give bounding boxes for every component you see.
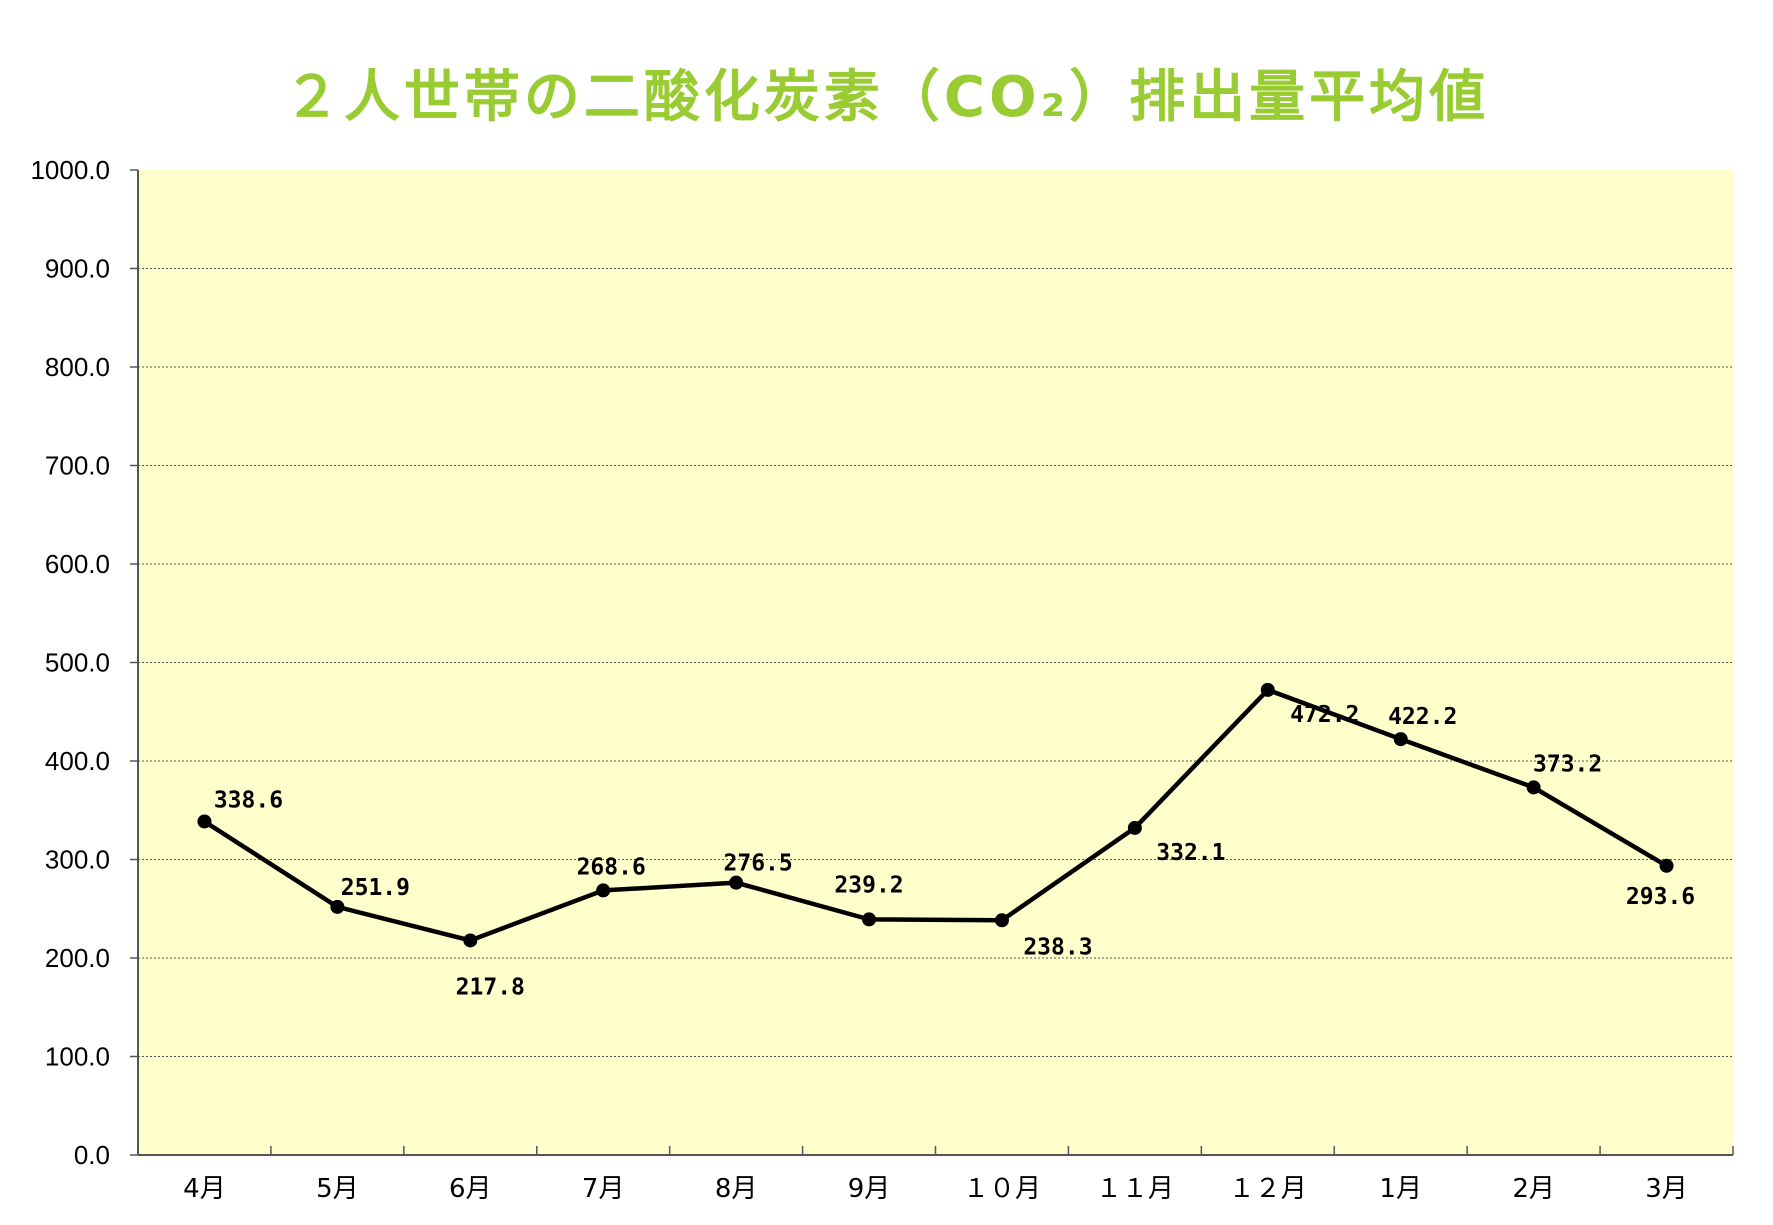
data-point <box>994 913 1009 928</box>
x-tick-label: 4月 <box>183 1174 226 1204</box>
x-tick-label: １２月 <box>1229 1174 1307 1204</box>
data-label: 472.2 <box>1290 702 1359 728</box>
y-tick-label: 600.0 <box>45 549 110 579</box>
data-point <box>596 883 611 898</box>
x-tick-label: 7月 <box>582 1174 625 1204</box>
data-point <box>1127 820 1142 835</box>
y-tick-label: 0.0 <box>74 1140 110 1170</box>
data-label: 276.5 <box>724 851 793 877</box>
y-tick-label: 800.0 <box>45 352 110 382</box>
y-tick-label: 900.0 <box>45 254 110 284</box>
data-labels: 338.6 251.9 217.8 268.6 276.5 239.2 238.3 332.1… <box>214 702 1695 1001</box>
data-label: 268.6 <box>577 854 646 880</box>
axes <box>137 170 1734 1156</box>
y-tick-label: 500.0 <box>45 648 110 678</box>
data-label: 239.2 <box>834 872 903 898</box>
x-axis-tick-labels: 4月 5月 6月 7月 8月 9月 １０月 １１月 １２月 1月 2月 3月 <box>183 1174 1688 1204</box>
x-tick-label: 5月 <box>316 1174 359 1204</box>
data-point <box>1393 732 1408 747</box>
data-label: 422.2 <box>1388 704 1457 730</box>
data-label: 338.6 <box>214 787 283 813</box>
data-label: 238.3 <box>1023 934 1092 960</box>
y-tick-label: 700.0 <box>45 451 110 481</box>
x-tick-label: 2月 <box>1512 1174 1555 1204</box>
data-point <box>729 875 744 890</box>
y-tick-label: 100.0 <box>45 1042 110 1072</box>
y-tick-label: 400.0 <box>45 746 110 776</box>
x-tick-label: 8月 <box>715 1174 758 1204</box>
series <box>197 682 1674 948</box>
x-tick-label: 6月 <box>449 1174 492 1204</box>
data-point <box>197 814 212 829</box>
data-point <box>1260 682 1275 697</box>
data-point <box>330 899 345 914</box>
data-label: 332.1 <box>1156 840 1225 866</box>
data-point <box>862 912 877 927</box>
data-label: 293.6 <box>1626 884 1695 910</box>
data-label: 251.9 <box>341 875 410 901</box>
chart-title: ２人世帯の二酸化炭素（CO₂）排出量平均値 <box>283 65 1490 130</box>
x-tick-label: 9月 <box>848 1174 891 1204</box>
data-label: 217.8 <box>456 974 525 1000</box>
x-tick-label: １１月 <box>1096 1174 1174 1204</box>
y-axis-tick-labels: 0.0 100.0 200.0 300.0 400.0 500.0 600.0 700.0 80… <box>30 155 110 1170</box>
data-point <box>1526 780 1541 795</box>
y-tick-label: 1000.0 <box>30 155 110 185</box>
x-tick-label: １０月 <box>963 1174 1041 1204</box>
series-line <box>203 687 1668 943</box>
data-point <box>1659 858 1674 873</box>
data-point <box>463 933 478 948</box>
y-tick-label: 200.0 <box>45 943 110 973</box>
data-label: 373.2 <box>1533 751 1602 777</box>
x-tick-label: 1月 <box>1379 1174 1422 1204</box>
y-tick-label: 300.0 <box>45 845 110 875</box>
x-tick-label: 3月 <box>1645 1174 1688 1204</box>
